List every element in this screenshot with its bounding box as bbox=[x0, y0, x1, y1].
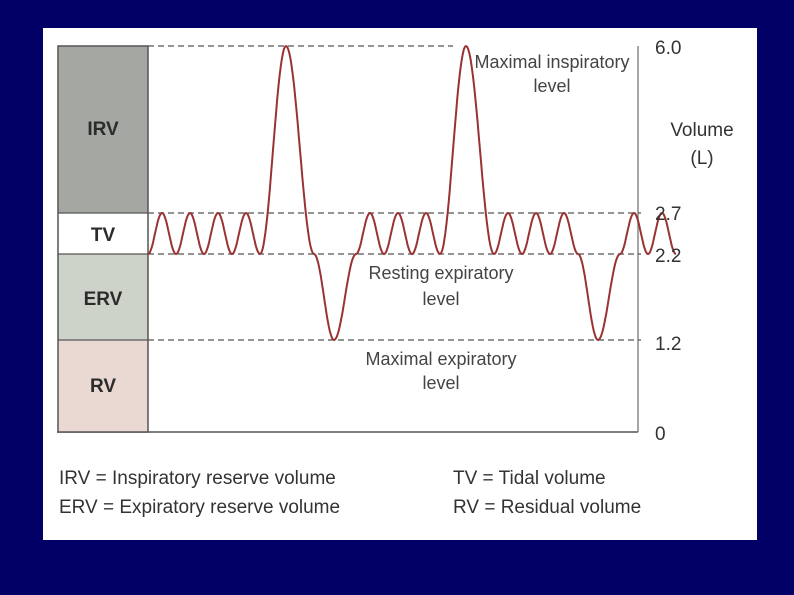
tick-1-2: 1.2 bbox=[655, 334, 681, 355]
tick-2-7: 2.7 bbox=[655, 204, 681, 225]
resting-expiratory-label-line2: level bbox=[422, 289, 459, 309]
tick-6-0: 6.0 bbox=[655, 38, 681, 59]
max-expiratory-label-line1: Maximal expiratory bbox=[365, 349, 516, 369]
irv-box-label: IRV bbox=[87, 119, 119, 140]
rv-box-label: RV bbox=[90, 376, 116, 397]
resting-expiratory-label-line1: Resting expiratory bbox=[368, 263, 513, 283]
erv-box-label: ERV bbox=[84, 289, 123, 310]
boxes-outline bbox=[57, 45, 149, 433]
irv-box bbox=[58, 46, 148, 213]
lung-volume-diagram: IRV TV ERV RV Maximal inspiratory level … bbox=[57, 38, 734, 518]
erv-box bbox=[58, 254, 148, 340]
legend-rv: RV = Residual volume bbox=[453, 497, 641, 518]
tick-0: 0 bbox=[655, 424, 666, 445]
max-expiratory-label-line2: level bbox=[422, 373, 459, 393]
tv-box bbox=[58, 213, 148, 254]
spirometry-trace bbox=[147, 45, 677, 341]
axis-title-line1: Volume bbox=[670, 120, 733, 141]
rv-box bbox=[58, 340, 148, 432]
legend-erv: ERV = Expiratory reserve volume bbox=[59, 497, 340, 518]
tick-2-2: 2.2 bbox=[655, 246, 681, 267]
max-inspiratory-label-line2: level bbox=[533, 76, 570, 96]
diagram-panel: IRV TV ERV RV Maximal inspiratory level … bbox=[43, 28, 757, 540]
axis-title-line2: (L) bbox=[690, 148, 713, 169]
tv-box-label: TV bbox=[91, 225, 116, 246]
legend-tv: TV = Tidal volume bbox=[453, 468, 606, 489]
legend-irv: IRV = Inspiratory reserve volume bbox=[59, 468, 336, 489]
max-inspiratory-label-line1: Maximal inspiratory bbox=[474, 52, 629, 72]
